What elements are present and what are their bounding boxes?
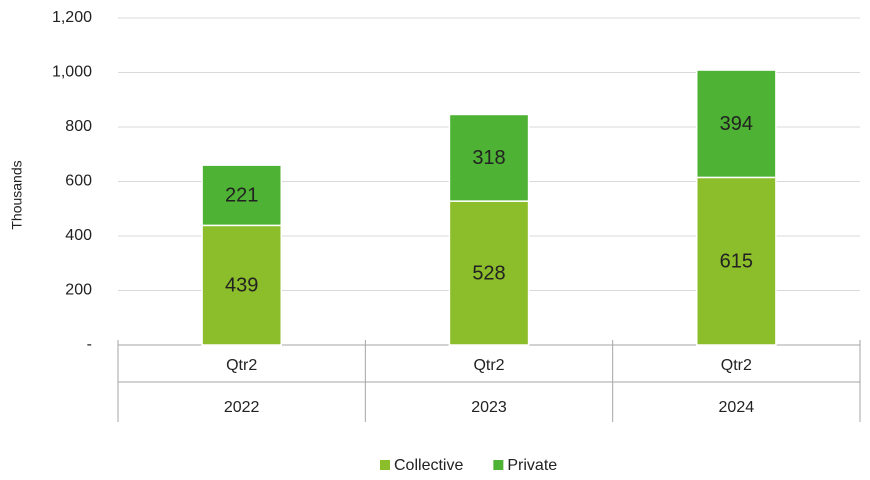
y-tick-label: 600 — [65, 173, 92, 190]
x-group-label: 2022 — [224, 399, 260, 416]
legend-label: Collective — [394, 457, 463, 474]
legend-swatch — [380, 460, 390, 470]
y-tick-label: 200 — [65, 282, 92, 299]
value-label: 221 — [225, 185, 258, 207]
x-tick-label: Qtr2 — [226, 357, 257, 374]
bar-segment — [201, 164, 282, 227]
bar-segment — [201, 224, 282, 346]
y-tick-label: 1,200 — [52, 9, 92, 26]
bar-segment — [696, 176, 777, 346]
x-group-label: 2023 — [471, 399, 507, 416]
x-tick-label: Qtr2 — [721, 357, 752, 374]
value-label: 528 — [472, 262, 505, 284]
bar-segment — [448, 113, 530, 202]
y-tick-label: 800 — [65, 118, 92, 135]
value-label: 439 — [225, 274, 258, 296]
value-label: 615 — [720, 250, 753, 272]
y-tick-label: 400 — [65, 227, 92, 244]
y-tick-label: 1,000 — [52, 64, 92, 81]
x-group-label: 2024 — [719, 399, 755, 416]
bar-segment — [696, 69, 777, 179]
x-tick-label: Qtr2 — [473, 357, 504, 374]
legend-swatch — [493, 460, 504, 470]
value-label: 394 — [720, 113, 753, 135]
y-axis-label: Thousands — [9, 160, 25, 229]
y-tick-label: - — [87, 336, 92, 353]
value-label: 318 — [472, 147, 505, 169]
legend-label: Private — [507, 457, 557, 474]
